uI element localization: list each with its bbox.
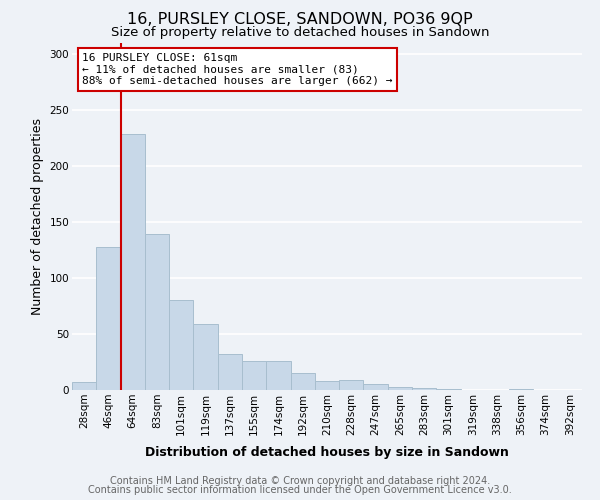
Bar — [315, 381, 339, 390]
Bar — [388, 386, 412, 390]
Text: Contains HM Land Registry data © Crown copyright and database right 2024.: Contains HM Land Registry data © Crown c… — [110, 476, 490, 486]
Bar — [96, 246, 121, 390]
Y-axis label: Number of detached properties: Number of detached properties — [31, 118, 44, 315]
Bar — [218, 354, 242, 390]
Bar — [169, 300, 193, 390]
Text: 16 PURSLEY CLOSE: 61sqm
← 11% of detached houses are smaller (83)
88% of semi-de: 16 PURSLEY CLOSE: 61sqm ← 11% of detache… — [82, 53, 392, 86]
Bar — [412, 388, 436, 390]
Text: 16, PURSLEY CLOSE, SANDOWN, PO36 9QP: 16, PURSLEY CLOSE, SANDOWN, PO36 9QP — [127, 12, 473, 28]
Bar — [266, 361, 290, 390]
Bar — [290, 373, 315, 390]
Bar — [242, 361, 266, 390]
Bar — [509, 389, 533, 390]
X-axis label: Distribution of detached houses by size in Sandown: Distribution of detached houses by size … — [145, 446, 509, 459]
Text: Size of property relative to detached houses in Sandown: Size of property relative to detached ho… — [111, 26, 489, 39]
Bar — [121, 134, 145, 390]
Text: Contains public sector information licensed under the Open Government Licence v3: Contains public sector information licen… — [88, 485, 512, 495]
Bar — [364, 384, 388, 390]
Bar — [193, 324, 218, 390]
Bar — [436, 389, 461, 390]
Bar — [72, 382, 96, 390]
Bar — [339, 380, 364, 390]
Bar — [145, 234, 169, 390]
